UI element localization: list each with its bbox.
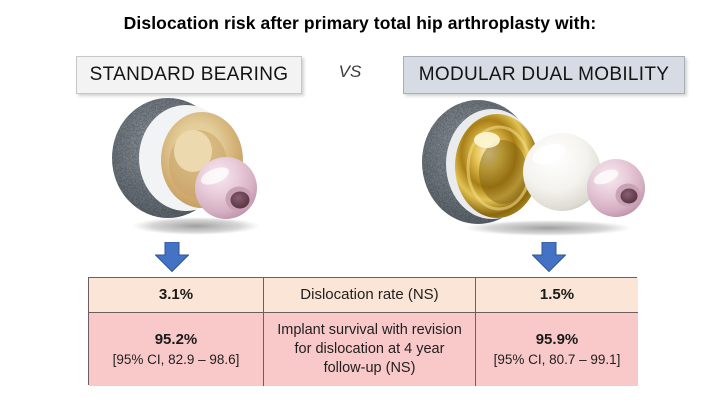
down-arrow-icon — [532, 242, 566, 272]
gold-liner-highlight — [474, 132, 500, 148]
standard-bearing-implant-image — [112, 98, 260, 235]
implant-survival-label: Implant survival with revision for dislo… — [277, 322, 462, 376]
modular-dual-mobility-label: MODULAR DUAL MOBILITY — [403, 56, 685, 94]
standard-bearing-label: STANDARD BEARING — [76, 56, 302, 94]
head-bore-hole — [620, 188, 638, 204]
gold-liner-swirl — [479, 140, 527, 204]
table-cell-dual-mobility-survival: 95.9% [95% CI, 80.7 – 99.1] — [476, 313, 638, 386]
dual-mobility-survival-ci: [95% CI, 80.7 – 99.1] — [493, 351, 621, 367]
head-highlight — [593, 169, 619, 185]
table-cell-dual-mobility-dislocation-rate: 1.5% — [476, 278, 638, 313]
head-highlight — [200, 167, 230, 185]
standard-survival-value: 95.2% — [154, 331, 198, 349]
standard-survival-ci: [95% CI, 82.9 – 98.6] — [112, 351, 240, 367]
implant-shadow — [464, 220, 632, 236]
implant-shadow — [132, 217, 260, 235]
table-cell-standard-survival: 95.2% [95% CI, 82.9 – 98.6] — [89, 313, 264, 386]
standard-dislocation-rate-value: 3.1% — [158, 286, 194, 304]
modular-dual-mobility-implant-image — [422, 100, 645, 236]
down-arrow-icon — [155, 242, 189, 272]
dual-mobility-survival-value: 95.9% — [535, 331, 579, 349]
table-cell-dislocation-rate-label: Dislocation rate (NS) — [264, 278, 476, 313]
implants-illustration — [112, 98, 645, 236]
table-cell-survival-label: Implant survival with revision for dislo… — [264, 313, 476, 386]
liner-dome-highlight — [174, 130, 212, 172]
standard-bearing-label-text: STANDARD BEARING — [89, 64, 289, 85]
table-cell-standard-dislocation-rate: 3.1% — [89, 278, 264, 313]
results-table: 3.1% Dislocation rate (NS) 1.5% 95.2% [9… — [88, 277, 638, 386]
femoral-head-ball — [195, 157, 257, 219]
modular-dual-mobility-label-text: MODULAR DUAL MOBILITY — [418, 64, 670, 85]
figure-title: Dislocation risk after primary total hip… — [123, 13, 597, 33]
head-bore-hole — [230, 191, 250, 209]
dislocation-rate-label: Dislocation rate (NS) — [300, 286, 439, 304]
dual-mobility-dislocation-rate-value: 1.5% — [539, 286, 575, 304]
vs-label: VS — [338, 62, 362, 81]
poly-ball-highlight — [532, 143, 566, 165]
